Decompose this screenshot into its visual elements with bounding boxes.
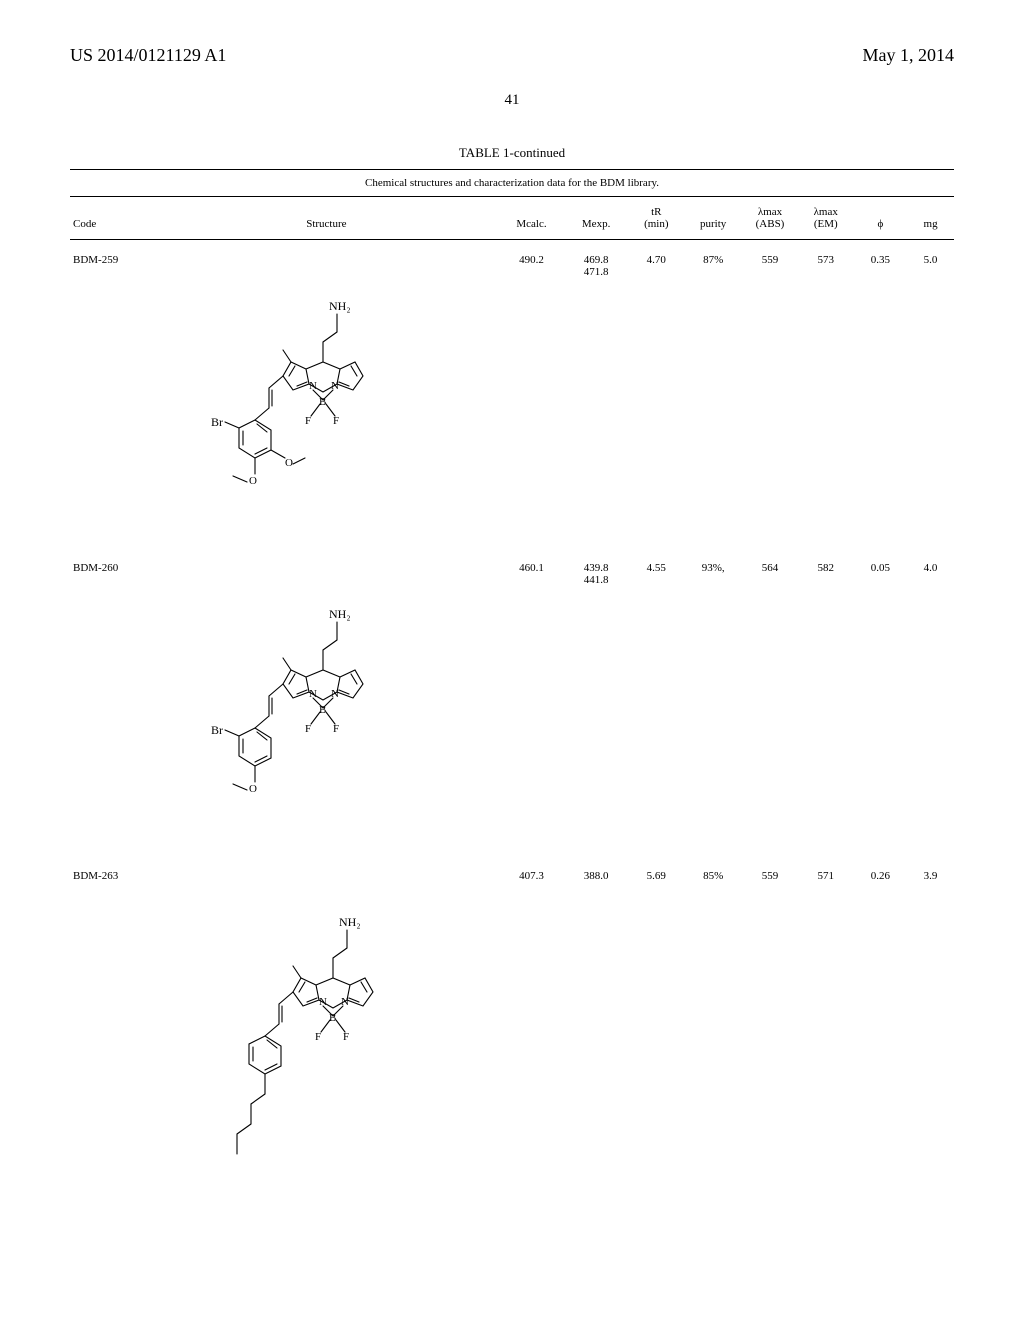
cell-code: BDM-259 xyxy=(70,240,154,549)
cell-lem: 573 xyxy=(798,240,854,549)
col-labs-l1: λmax xyxy=(758,206,782,218)
cell-labs: 559 xyxy=(742,240,798,549)
table-row: BDM-260 N N xyxy=(70,548,954,856)
structure-bdm-263-icon: N N B F F NH₂ xyxy=(211,870,441,1210)
cell-purity: 93%, xyxy=(684,548,742,856)
col-labs: λmax (ABS) xyxy=(742,197,798,240)
cell-mcalc: 490.2 xyxy=(499,240,564,549)
cell-purity: 85% xyxy=(684,856,742,1214)
mexp-l1: 439.8 xyxy=(584,562,609,574)
svg-text:NH₂: NH₂ xyxy=(329,299,351,313)
col-purity: purity xyxy=(684,197,742,240)
cell-tr: 4.55 xyxy=(628,548,684,856)
cell-mexp: 469.8 471.8 xyxy=(564,240,629,549)
cell-mcalc: 407.3 xyxy=(499,856,564,1214)
svg-text:F: F xyxy=(305,415,311,427)
cell-phi: 0.35 xyxy=(854,240,908,549)
cell-phi: 0.05 xyxy=(854,548,908,856)
col-mexp: Mexp. xyxy=(564,197,629,240)
svg-text:Br: Br xyxy=(211,415,223,429)
svg-text:O: O xyxy=(285,457,293,469)
svg-text:O: O xyxy=(249,783,257,795)
mexp-l1: 469.8 xyxy=(584,254,609,266)
table-row: BDM-259 xyxy=(70,240,954,549)
svg-text:F: F xyxy=(305,723,311,735)
col-labs-l2: (ABS) xyxy=(756,218,785,230)
publication-date: May 1, 2014 xyxy=(863,45,955,66)
svg-text:F: F xyxy=(333,415,339,427)
col-lem-l1: λmax xyxy=(814,206,838,218)
cell-purity: 87% xyxy=(684,240,742,549)
svg-text:B: B xyxy=(319,396,326,408)
table-title: TABLE 1-continued xyxy=(70,145,954,161)
cell-mg: 3.9 xyxy=(907,856,954,1214)
cell-lem: 582 xyxy=(798,548,854,856)
cell-labs: 564 xyxy=(742,548,798,856)
svg-text:B: B xyxy=(329,1012,336,1024)
table-caption: Chemical structures and characterization… xyxy=(70,177,954,189)
cell-tr: 5.69 xyxy=(628,856,684,1214)
svg-text:NH₂: NH₂ xyxy=(329,607,351,621)
structure-bdm-259-icon: N N B F F NH₂ xyxy=(211,254,441,544)
col-tr: tR (min) xyxy=(628,197,684,240)
cell-lem: 571 xyxy=(798,856,854,1214)
svg-text:F: F xyxy=(315,1031,321,1043)
svg-text:F: F xyxy=(343,1031,349,1043)
col-mg: mg xyxy=(907,197,954,240)
col-mcalc: Mcalc. xyxy=(499,197,564,240)
col-tr-l1: tR xyxy=(651,206,661,218)
cell-mg: 5.0 xyxy=(907,240,954,549)
cell-code: BDM-263 xyxy=(70,856,154,1214)
table-row: BDM-263 N N xyxy=(70,856,954,1214)
col-lem: λmax (EM) xyxy=(798,197,854,240)
mexp-l2: 441.8 xyxy=(584,574,609,586)
cell-phi: 0.26 xyxy=(854,856,908,1214)
publication-number: US 2014/0121129 A1 xyxy=(70,45,226,66)
cell-tr: 4.70 xyxy=(628,240,684,549)
cell-mexp: 439.8 441.8 xyxy=(564,548,629,856)
mexp-l1: 388.0 xyxy=(584,870,609,882)
table-header-row: Code Structure Mcalc. Mexp. tR (min) pur… xyxy=(70,197,954,240)
bdm-table: Code Structure Mcalc. Mexp. tR (min) pur… xyxy=(70,197,954,1214)
mexp-l2: 471.8 xyxy=(584,266,609,278)
cell-labs: 559 xyxy=(742,856,798,1214)
cell-structure: N N B F F NH₂ xyxy=(154,548,500,856)
svg-text:NH₂: NH₂ xyxy=(339,915,361,929)
cell-mcalc: 460.1 xyxy=(499,548,564,856)
svg-text:O: O xyxy=(249,475,257,487)
cell-structure: N N B F F NH₂ xyxy=(154,240,500,549)
col-tr-l2: (min) xyxy=(644,218,668,230)
cell-mexp: 388.0 xyxy=(564,856,629,1214)
cell-mg: 4.0 xyxy=(907,548,954,856)
col-code: Code xyxy=(70,197,154,240)
page-header: US 2014/0121129 A1 May 1, 2014 xyxy=(70,45,954,66)
cell-code: BDM-260 xyxy=(70,548,154,856)
col-phi: ϕ xyxy=(854,197,908,240)
col-lem-l2: (EM) xyxy=(814,218,838,230)
table-caption-row: Chemical structures and characterization… xyxy=(70,169,954,197)
col-structure: Structure xyxy=(154,197,500,240)
svg-text:B: B xyxy=(319,704,326,716)
structure-bdm-260-icon: N N B F F NH₂ xyxy=(211,562,441,852)
svg-text:Br: Br xyxy=(211,723,223,737)
svg-text:F: F xyxy=(333,723,339,735)
page-number: 41 xyxy=(70,92,954,109)
cell-structure: N N B F F NH₂ xyxy=(154,856,500,1214)
